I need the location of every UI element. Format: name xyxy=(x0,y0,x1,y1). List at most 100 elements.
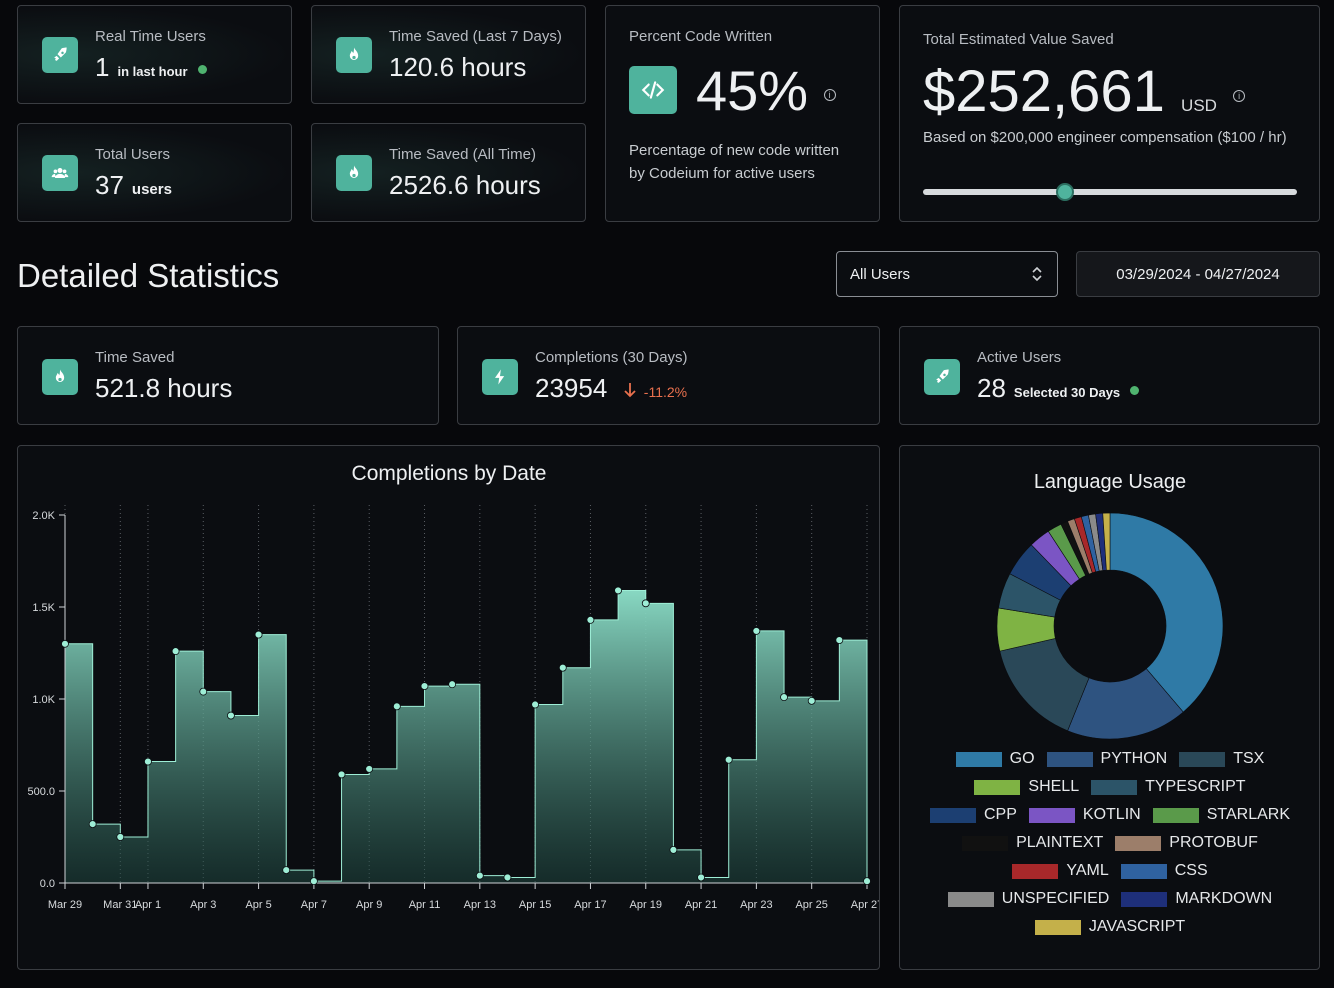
data-point[interactable] xyxy=(697,873,705,882)
legend-swatch xyxy=(974,779,1021,795)
legend-item-yaml[interactable]: YAML xyxy=(1012,862,1109,880)
data-point[interactable] xyxy=(309,877,318,886)
x-tick-label: Apr 1 xyxy=(135,899,161,911)
date-range-picker[interactable]: 03/29/2024 - 04/27/2024 xyxy=(1076,251,1320,297)
legend-row: SHELL TYPESCRIPT xyxy=(900,773,1320,801)
legend-swatch xyxy=(1152,807,1199,823)
data-point[interactable] xyxy=(61,639,69,648)
value-saved-unit: USD xyxy=(1181,96,1217,115)
legend-item-plaintext[interactable]: PLAINTEXT xyxy=(962,834,1103,852)
legend-item-unspecified[interactable]: UNSPECIFIED xyxy=(947,890,1109,908)
data-point[interactable] xyxy=(254,630,263,639)
data-point[interactable] xyxy=(227,711,235,720)
data-point[interactable] xyxy=(475,871,484,880)
legend-item-shell[interactable]: SHELL xyxy=(974,778,1079,796)
data-point[interactable] xyxy=(752,627,761,635)
legend-row: GO PYTHON TSX xyxy=(900,745,1320,773)
legend-item-starlark[interactable]: STARLARK xyxy=(1152,806,1290,824)
data-point[interactable] xyxy=(807,696,816,705)
value-saved-number: $252,661 xyxy=(923,59,1165,124)
data-point[interactable] xyxy=(614,586,623,595)
legend-swatch xyxy=(962,835,1009,851)
y-tick-label: 500.0 xyxy=(27,786,55,798)
data-point[interactable] xyxy=(199,687,208,696)
data-point[interactable] xyxy=(171,647,180,656)
x-tick-label: Apr 27 xyxy=(851,899,879,911)
x-tick-label: Mar 31 xyxy=(103,899,137,911)
percent-code-description: Percentage of new code written by Codeiu… xyxy=(629,142,840,182)
legend-item-cpp[interactable]: CPP xyxy=(930,806,1017,824)
y-tick-label: 1.5K xyxy=(32,602,55,614)
donut-slice-javascript[interactable] xyxy=(1102,512,1111,571)
y-tick-label: 0.0 xyxy=(40,878,55,890)
legend-item-kotlin[interactable]: KOTLIN xyxy=(1028,806,1141,824)
total-users-number: 37 xyxy=(95,170,124,200)
data-point[interactable] xyxy=(116,833,125,841)
legend-item-javascript[interactable]: JAVASCRIPT xyxy=(1034,918,1186,936)
completions-number: 23954 xyxy=(535,373,608,403)
completions-chart-card: Completions by Date Mar 29 Mar 31 Apr 1 Apr… xyxy=(17,445,880,970)
x-tick-label: Apr 19 xyxy=(630,899,662,911)
data-point[interactable] xyxy=(448,680,457,689)
data-point[interactable] xyxy=(144,757,152,766)
legend-label: PLAINTEXT xyxy=(1016,834,1104,851)
legend-item-markdown[interactable]: MARKDOWN xyxy=(1121,890,1272,908)
total-users-label: Total Users xyxy=(95,146,171,163)
completions-change: -11.2% xyxy=(643,384,688,400)
legend-swatch xyxy=(1028,807,1075,823)
percent-code-card: Percent Code Written 45% i Percentage of… xyxy=(605,5,880,222)
data-point[interactable] xyxy=(337,770,346,779)
completions-label: Completions (30 Days) xyxy=(535,349,688,366)
legend-item-typescript[interactable]: TYPESCRIPT xyxy=(1091,778,1246,796)
x-tick-label: Apr 11 xyxy=(409,899,441,911)
data-point[interactable] xyxy=(531,700,540,709)
data-point[interactable] xyxy=(724,755,733,764)
completions-area xyxy=(64,589,868,884)
legend-item-python[interactable]: PYTHON xyxy=(1046,750,1167,768)
legend-item-go[interactable]: GO xyxy=(955,750,1035,768)
x-tick-label: Apr 15 xyxy=(519,899,551,911)
donut-slice-go[interactable] xyxy=(1109,512,1224,713)
data-point[interactable] xyxy=(586,615,595,624)
active-users-card: Active Users 28 Selected 30 Days xyxy=(899,326,1320,425)
user-select[interactable]: All Users xyxy=(836,251,1058,297)
compensation-slider[interactable] xyxy=(923,183,1297,201)
slider-thumb[interactable] xyxy=(1056,183,1075,201)
legend-swatch xyxy=(1115,835,1162,851)
legend-label: JAVASCRIPT xyxy=(1088,918,1186,935)
bolt-icon xyxy=(482,359,518,395)
data-point[interactable] xyxy=(669,845,678,854)
data-point[interactable] xyxy=(641,599,650,608)
data-point[interactable] xyxy=(365,765,374,773)
page-title: Detailed Statistics xyxy=(17,257,280,294)
legend-label: GO xyxy=(1009,750,1035,767)
data-point[interactable] xyxy=(863,877,871,886)
data-point[interactable] xyxy=(88,820,97,829)
data-point[interactable] xyxy=(503,873,512,882)
time-saved-7d-value: 120.6 hours xyxy=(389,52,527,82)
data-point[interactable] xyxy=(282,866,291,875)
legend-item-protobuf[interactable]: PROTOBUF xyxy=(1115,834,1258,852)
legend-label: SHELL xyxy=(1028,778,1080,795)
x-tick-label: Apr 25 xyxy=(795,899,827,911)
data-point[interactable] xyxy=(392,702,401,711)
users-icon xyxy=(42,155,78,191)
detail-time-saved-value: 521.8 hours xyxy=(95,373,233,403)
data-point[interactable] xyxy=(835,636,844,645)
real-time-users-card: Real Time Users 1 in last hour xyxy=(17,5,292,104)
legend-item-tsx[interactable]: TSX xyxy=(1179,750,1264,768)
legend-label: KOTLIN xyxy=(1082,806,1141,823)
data-point[interactable] xyxy=(780,693,788,702)
time-saved-7d-card: Time Saved (Last 7 Days) 120.6 hours xyxy=(311,5,586,104)
data-point[interactable] xyxy=(558,663,567,672)
x-tick-label: Apr 7 xyxy=(301,899,327,911)
legend-swatch xyxy=(955,751,1002,767)
real-time-users-number: 1 xyxy=(95,52,110,82)
active-users-number: 28 xyxy=(977,373,1006,403)
legend-item-css[interactable]: CSS xyxy=(1120,862,1208,880)
fire-icon xyxy=(42,359,78,395)
info-icon[interactable]: i xyxy=(1233,89,1246,102)
data-point[interactable] xyxy=(420,682,429,691)
info-icon[interactable]: i xyxy=(823,89,836,102)
chevron-updown-icon xyxy=(1032,266,1042,282)
